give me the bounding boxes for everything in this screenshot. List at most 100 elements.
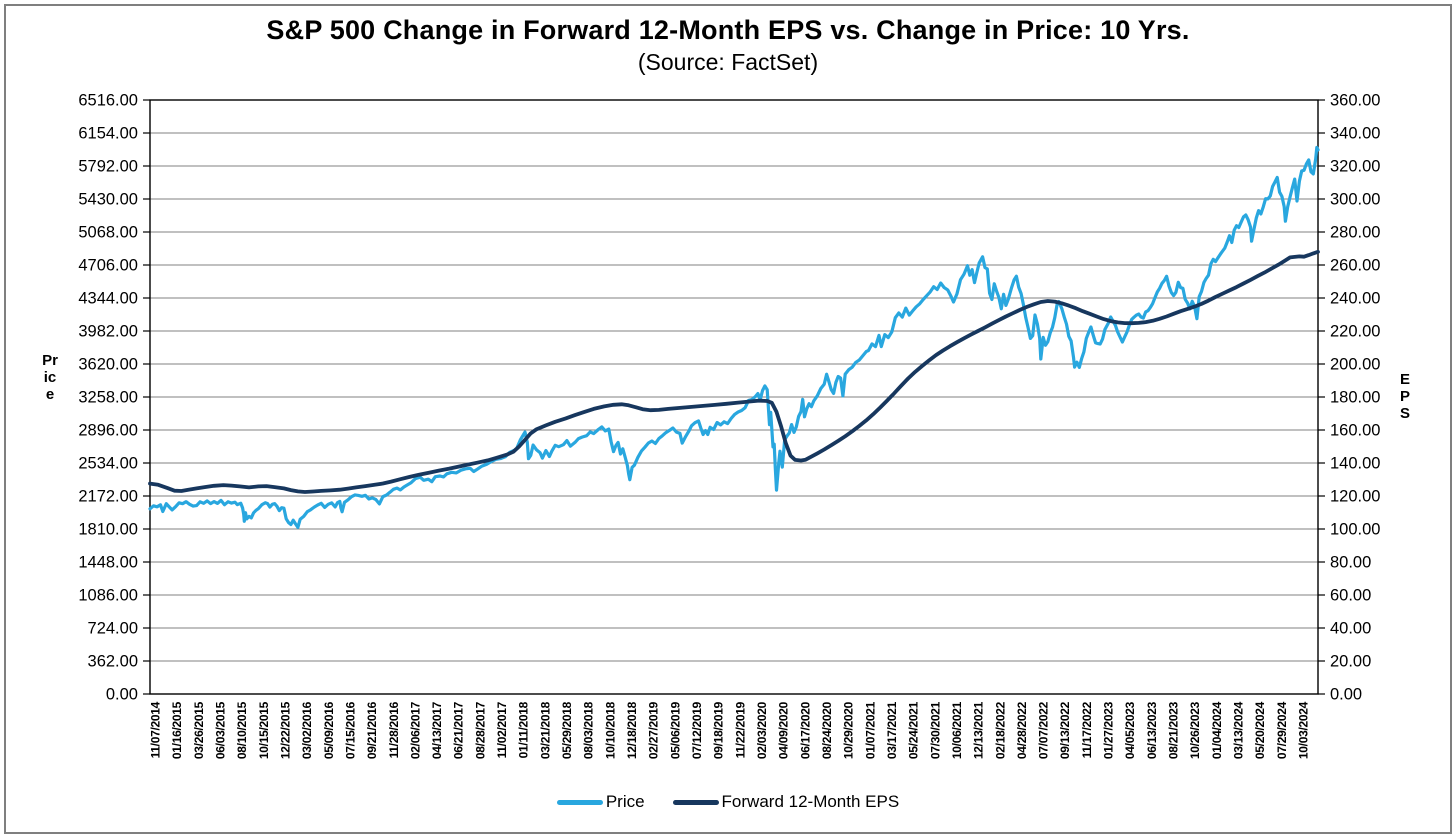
y-axis-tick-label-left: 3258.00 (78, 389, 138, 407)
price-line-swatch (556, 799, 603, 805)
x-axis-tick-label: 12/22/2015 (278, 701, 292, 759)
x-axis-tick-label: 06/21/2017 (452, 701, 466, 759)
legend-label-eps: Forward 12-Month EPS (721, 792, 900, 811)
x-axis-tick-label: 05/06/2019 (668, 701, 682, 759)
legend-item-price: Price (556, 792, 645, 812)
y-axis-tick-label-left: 2172.00 (78, 488, 138, 506)
y-axis-tick-label-right: 60.00 (1330, 587, 1371, 605)
x-axis-tick-label: 03/02/2016 (300, 701, 314, 759)
y-axis-tick-label-left: 5068.00 (78, 224, 138, 242)
x-axis-tick-label: 02/27/2019 (647, 701, 661, 759)
x-axis-tick-label: 04/13/2017 (430, 701, 444, 759)
x-axis-tick-label: 11/28/2016 (387, 701, 401, 758)
x-axis-tick-label: 04/05/2023 (1123, 701, 1137, 759)
x-axis-tick-label: 02/06/2017 (408, 701, 422, 759)
x-axis-tick-label: 02/18/2022 (993, 701, 1007, 759)
y-axis-tick-label-right: 180.00 (1330, 389, 1380, 407)
plot-border (149, 99, 1319, 695)
x-axis-tick-label: 10/29/2020 (842, 701, 856, 759)
x-axis-tick-label: 04/28/2022 (1015, 701, 1029, 759)
y-axis-tick-label-right: 320.00 (1330, 158, 1380, 176)
x-axis-tick-label: 09/21/2016 (365, 701, 379, 759)
x-axis-tick-label: 07/30/2021 (928, 701, 942, 759)
legend-label-price: Price (605, 792, 645, 811)
y-axis-tick-label-right: 340.00 (1330, 125, 1380, 143)
x-axis-tick-label: 04/09/2020 (777, 701, 791, 759)
x-axis-tick-label: 12/13/2021 (972, 701, 986, 759)
y-axis-tick-label-right: 300.00 (1330, 191, 1380, 209)
y-axis-tick-label-left: 2534.00 (78, 455, 138, 473)
x-axis-tick-label: 01/11/2018 (517, 701, 531, 758)
y-axis-tick-label-left: 1810.00 (78, 521, 138, 539)
right-axis-title: EPS (1399, 371, 1410, 422)
y-axis-tick-label-left: 2896.00 (78, 422, 138, 440)
y-axis-tick-label-left: 5430.00 (78, 191, 138, 209)
eps-line-swatch (672, 799, 719, 805)
y-axis-tick-label-right: 280.00 (1330, 224, 1380, 242)
y-axis-tick-label-left: 362.00 (88, 653, 138, 671)
x-axis-tick-label: 08/21/2023 (1167, 701, 1181, 759)
y-axis-tick-label-left: 724.00 (88, 620, 138, 638)
x-axis-tick-label: 08/24/2020 (820, 701, 834, 759)
x-axis-tick-label: 07/07/2022 (1037, 701, 1051, 759)
x-axis-tick-label: 01/07/2021 (863, 701, 877, 759)
y-axis-tick-label-left: 3620.00 (78, 356, 138, 374)
x-axis-tick-label: 10/06/2021 (950, 701, 964, 759)
legend-item-eps: Forward 12-Month EPS (672, 792, 900, 812)
y-axis-tick-label-right: 260.00 (1330, 257, 1380, 275)
y-axis-tick-label-right: 160.00 (1330, 422, 1380, 440)
forward-12-month-eps-line (148, 249, 1320, 494)
legend: Price Forward 12-Month EPS (0, 792, 1456, 812)
y-axis-tick-label-right: 220.00 (1330, 323, 1380, 341)
x-axis-tick-label: 05/20/2024 (1253, 701, 1267, 759)
y-axis-tick-label-left: 0.00 (106, 686, 138, 704)
y-axis-tick-label-right: 0.00 (1330, 686, 1362, 704)
x-axis-tick-label: 10/10/2018 (603, 701, 617, 759)
x-axis-tick-label: 06/03/2015 (213, 701, 227, 759)
y-axis-tick-label-right: 240.00 (1330, 290, 1380, 308)
x-axis-tick-label: 11/02/2017 (495, 701, 509, 758)
y-axis-tick-label-left: 5792.00 (78, 158, 138, 176)
x-axis-tick-label: 08/28/2017 (473, 701, 487, 759)
x-axis-tick-label: 11/07/2014 (149, 701, 163, 758)
y-axis-tick-label-right: 20.00 (1330, 653, 1371, 671)
x-axis-tick-label: 07/29/2024 (1275, 701, 1289, 759)
chart-title: S&P 500 Change in Forward 12-Month EPS v… (266, 15, 1190, 45)
y-axis-tick-label-left: 3982.00 (78, 323, 138, 341)
y-axis-tick-label-left: 1448.00 (78, 554, 138, 572)
x-axis-tick-label: 03/17/2021 (885, 701, 899, 759)
y-axis-tick-label-left: 4344.00 (78, 290, 138, 308)
x-axis-tick-label: 05/29/2018 (560, 701, 574, 759)
price-line (148, 145, 1320, 529)
x-axis-tick-label: 11/17/2022 (1080, 701, 1094, 758)
x-axis-tick-label: 08/03/2018 (582, 701, 596, 759)
y-axis-tick-label-right: 40.00 (1330, 620, 1371, 638)
x-axis-tick-label: 07/12/2019 (690, 701, 704, 759)
x-axis-tick-label: 01/04/2024 (1210, 701, 1224, 759)
x-axis-tick-label: 08/10/2015 (235, 701, 249, 759)
x-axis-tick-label: 01/27/2023 (1102, 701, 1116, 759)
y-axis-tick-label-right: 120.00 (1330, 488, 1380, 506)
y-axis-tick-label-right: 200.00 (1330, 356, 1380, 374)
x-axis-tick-label: 06/13/2023 (1145, 701, 1159, 759)
x-axis-tick-label: 02/03/2020 (755, 701, 769, 759)
x-axis-tick-label: 09/18/2019 (712, 701, 726, 759)
x-axis-tick-label: 10/15/2015 (257, 701, 271, 759)
chart-subtitle: (Source: FactSet) (637, 49, 819, 75)
left-axis-title: Price (42, 352, 58, 403)
y-axis-tick-label-right: 100.00 (1330, 521, 1380, 539)
x-axis-tick-label: 03/13/2024 (1232, 701, 1246, 759)
x-axis-tick-label: 03/26/2015 (192, 701, 206, 759)
x-axis-tick-label: 05/09/2016 (322, 701, 336, 759)
x-axis-tick-label: 03/21/2018 (538, 701, 552, 759)
x-axis-tick-label: 11/22/2019 (733, 701, 747, 758)
x-axis-tick-label: 09/13/2022 (1058, 701, 1072, 759)
y-axis-tick-label-left: 4706.00 (78, 257, 138, 275)
y-axis-tick-label-right: 80.00 (1330, 554, 1371, 572)
x-axis-tick-label: 05/24/2021 (907, 701, 921, 759)
x-axis-tick-label: 10/26/2023 (1188, 701, 1202, 759)
y-axis-tick-label-left: 6516.00 (78, 92, 138, 110)
x-axis-tick-label: 12/18/2018 (625, 701, 639, 759)
y-axis-tick-label-left: 1086.00 (78, 587, 138, 605)
